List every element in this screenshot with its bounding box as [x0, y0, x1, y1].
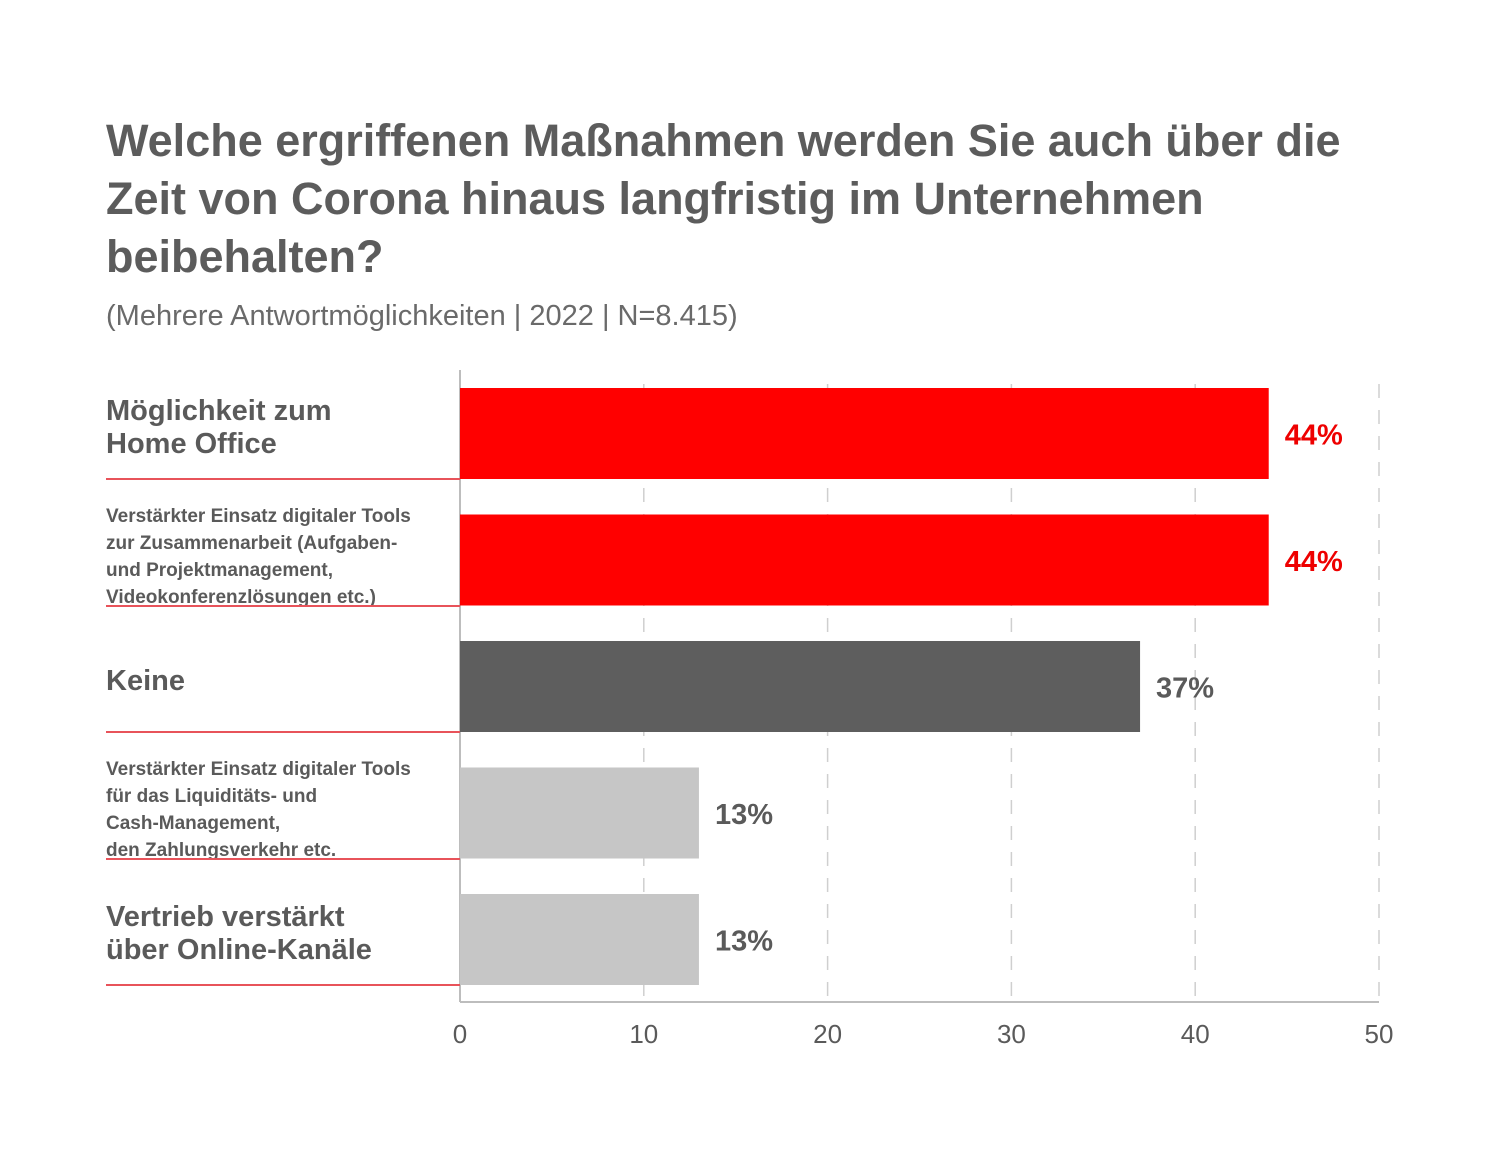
category-label-4: Vertrieb verstärkt über Online-Kanäle [106, 901, 372, 966]
row-separator-0 [106, 478, 460, 480]
row-separator-1 [106, 604, 460, 607]
value-label-4: 13% [715, 926, 773, 958]
value-label-0: 44% [1285, 420, 1343, 452]
value-label-3: 13% [715, 799, 773, 831]
value-label-1: 44% [1285, 546, 1343, 578]
chart-subtitle: (Mehrere Antwortmöglichkeiten | 2022 | N… [106, 300, 738, 332]
x-tick-label-10: 10 [629, 1019, 658, 1049]
category-label-1: Verstärkter Einsatz digitaler Tools zur … [106, 505, 411, 608]
chart-title: Welche ergriffenen Maßnahmen werden Sie … [106, 115, 1341, 282]
bar-1 [460, 514, 1269, 606]
value-label-2: 37% [1156, 673, 1214, 705]
row-separator-2 [106, 731, 460, 733]
category-label-0: Möglichkeit zum Home Office [106, 395, 332, 460]
bar-2 [460, 641, 1141, 732]
x-tick-label-40: 40 [1181, 1019, 1210, 1049]
bar-4 [460, 894, 699, 985]
x-tick-label-30: 30 [997, 1019, 1026, 1049]
bar-0 [460, 388, 1269, 479]
category-label-3: Verstärkter Einsatz digitaler Tools für … [106, 758, 411, 861]
bar-3 [460, 767, 699, 859]
x-tick-label-50: 50 [1365, 1019, 1394, 1049]
x-tick-label-0: 0 [453, 1019, 467, 1049]
row-separator-4 [106, 984, 460, 986]
row-separator-3 [106, 857, 460, 860]
x-tick-label-20: 20 [813, 1019, 842, 1049]
category-label-2: Keine [106, 664, 185, 697]
